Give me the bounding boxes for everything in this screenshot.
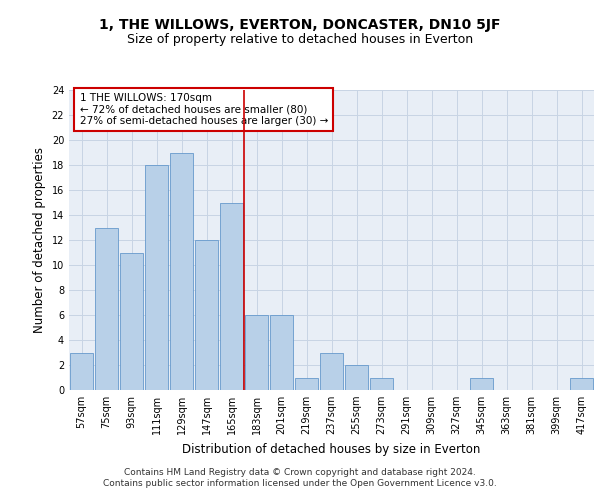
Bar — [370, 378, 393, 390]
Bar — [470, 378, 493, 390]
Bar — [195, 240, 218, 390]
Text: Size of property relative to detached houses in Everton: Size of property relative to detached ho… — [127, 32, 473, 46]
X-axis label: Distribution of detached houses by size in Everton: Distribution of detached houses by size … — [182, 442, 481, 456]
Bar — [245, 315, 268, 390]
Bar — [345, 365, 368, 390]
Bar — [95, 228, 118, 390]
Bar — [320, 352, 343, 390]
Text: 1 THE WILLOWS: 170sqm
← 72% of detached houses are smaller (80)
27% of semi-deta: 1 THE WILLOWS: 170sqm ← 72% of detached … — [79, 93, 328, 126]
Text: 1, THE WILLOWS, EVERTON, DONCASTER, DN10 5JF: 1, THE WILLOWS, EVERTON, DONCASTER, DN10… — [99, 18, 501, 32]
Bar — [295, 378, 318, 390]
Bar — [170, 152, 193, 390]
Bar — [120, 252, 143, 390]
Text: Contains HM Land Registry data © Crown copyright and database right 2024.
Contai: Contains HM Land Registry data © Crown c… — [103, 468, 497, 487]
Y-axis label: Number of detached properties: Number of detached properties — [33, 147, 46, 333]
Bar — [570, 378, 593, 390]
Bar — [220, 202, 243, 390]
Bar — [270, 315, 293, 390]
Bar — [70, 352, 93, 390]
Bar — [145, 165, 168, 390]
